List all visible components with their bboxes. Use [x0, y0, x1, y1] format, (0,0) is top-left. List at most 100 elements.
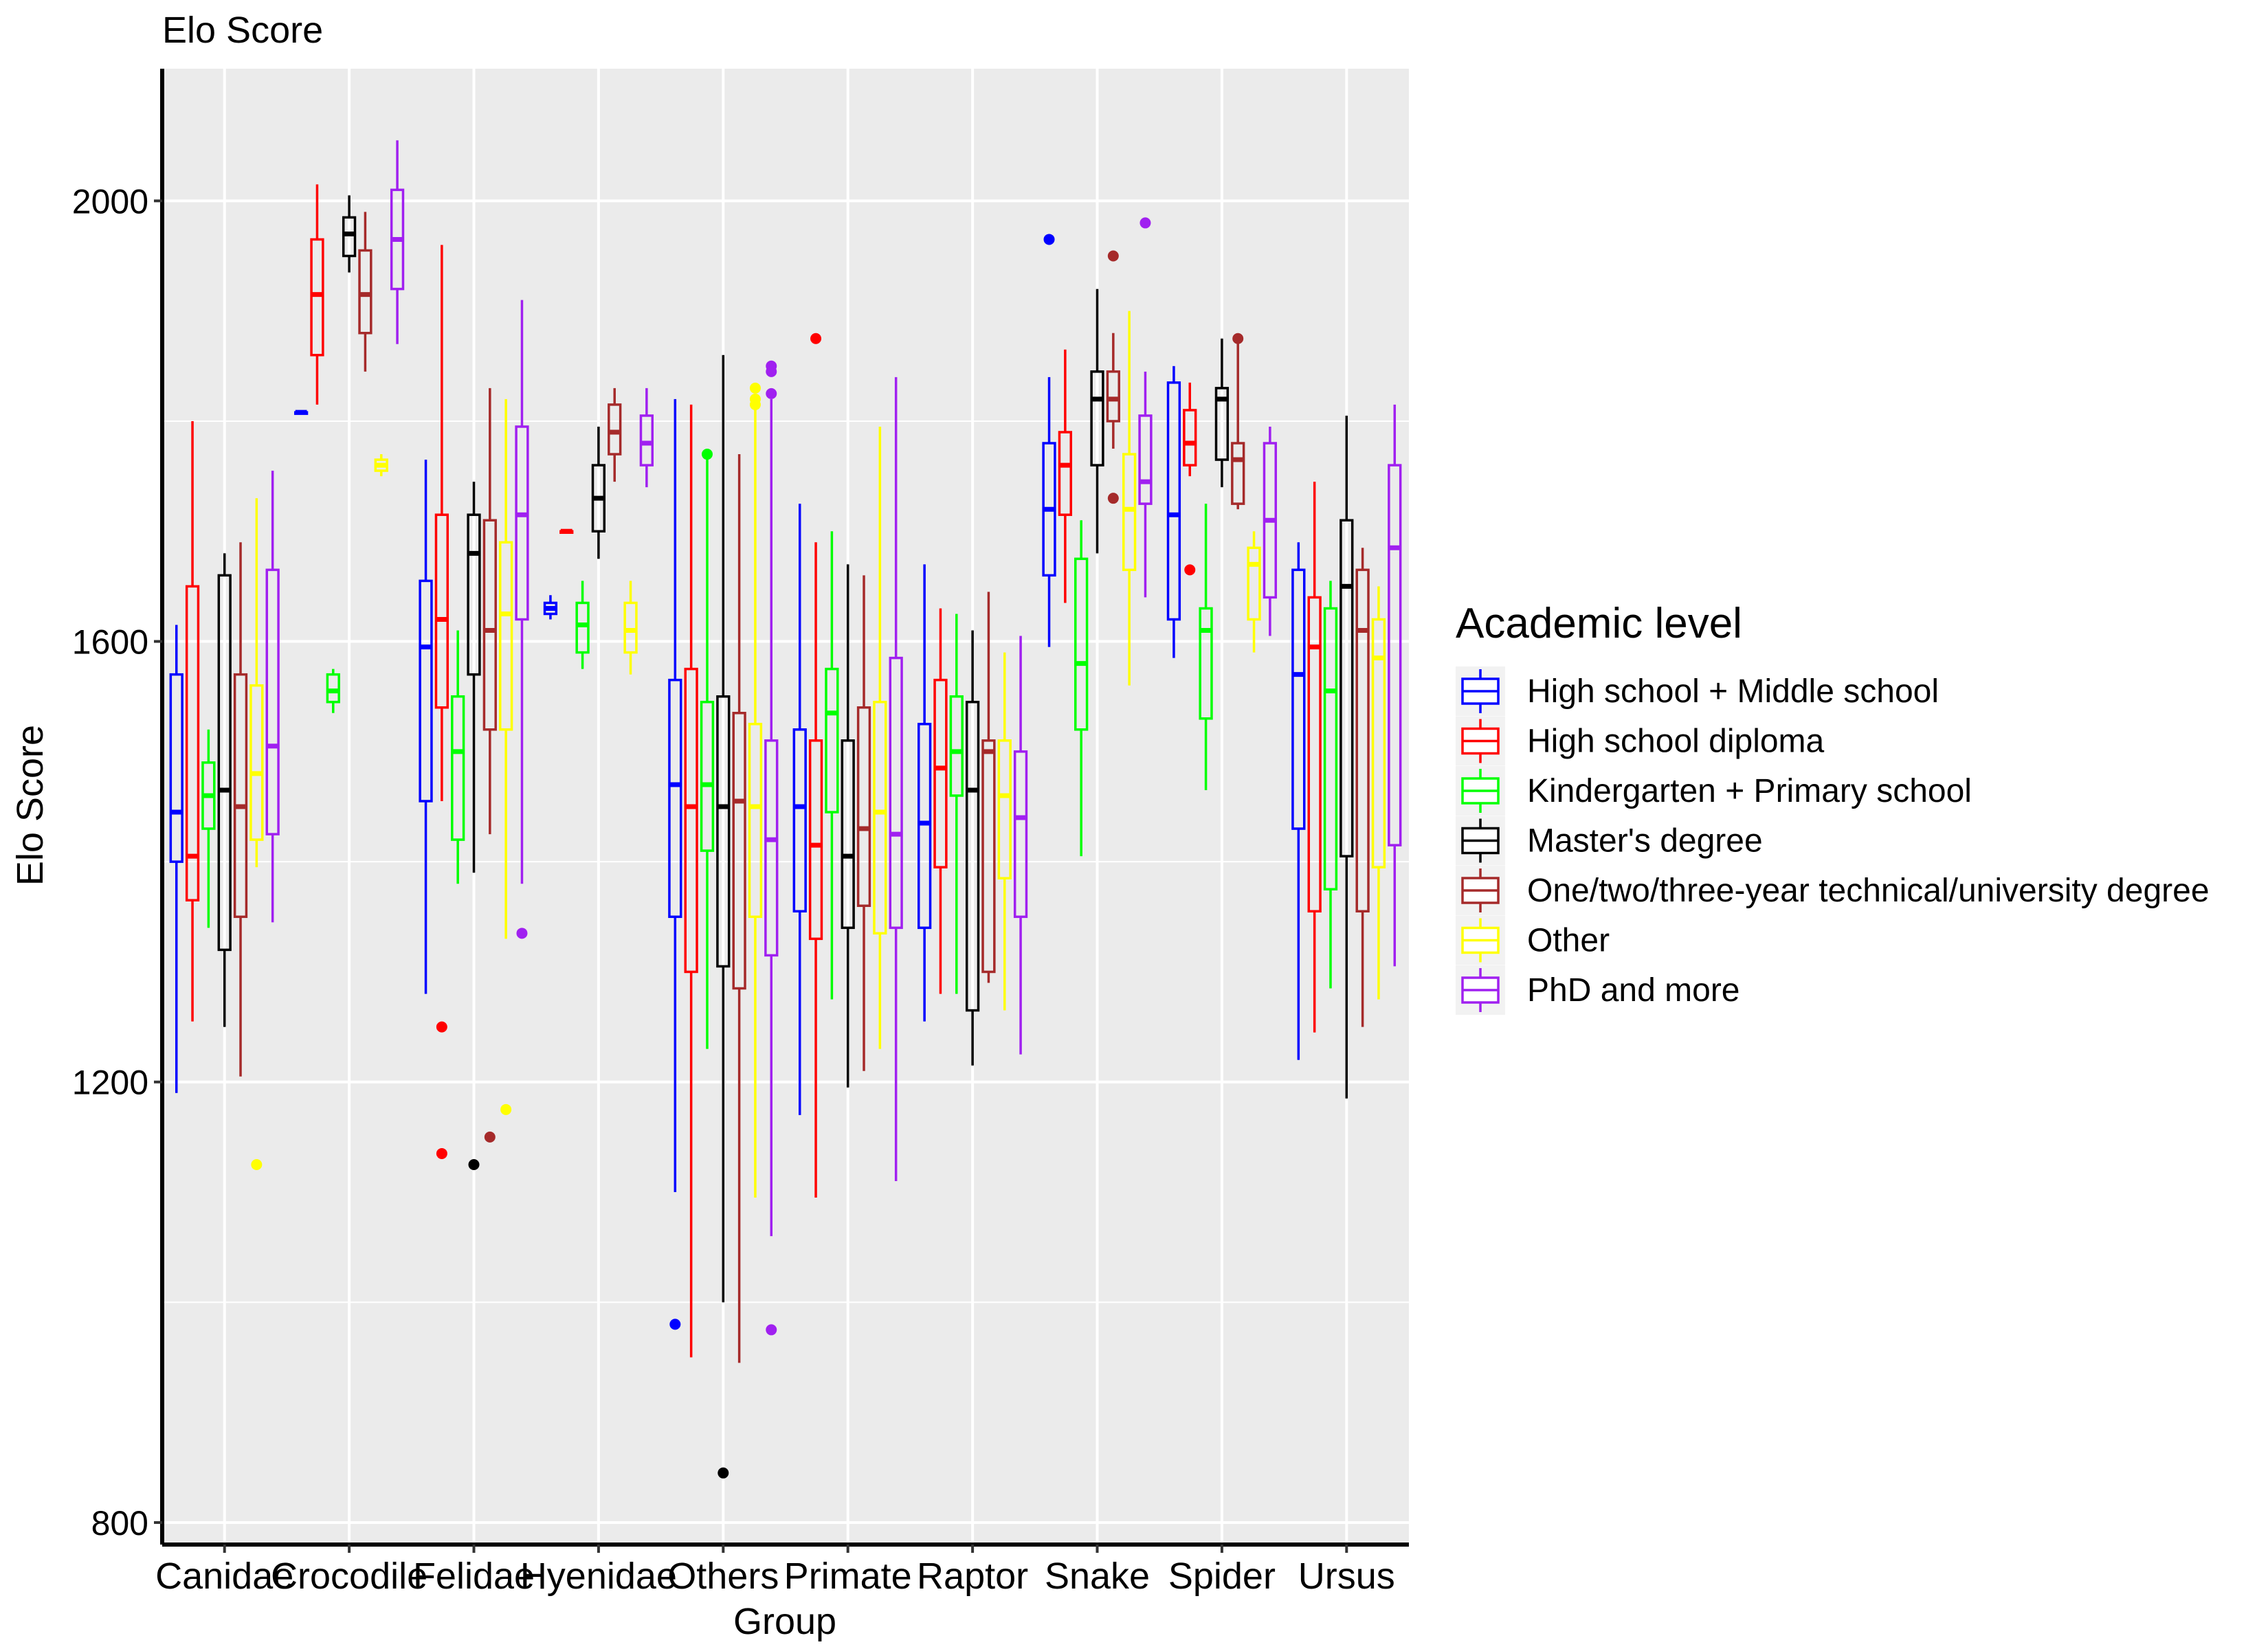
box-canidae-0	[169, 625, 184, 1093]
y-tick-label: 1600	[72, 623, 148, 662]
box-primate-6	[889, 377, 903, 1182]
box-iqr	[1388, 464, 1402, 846]
box-iqr	[1307, 596, 1322, 913]
box-iqr	[185, 585, 200, 902]
box-iqr	[434, 513, 449, 709]
box-iqr	[342, 216, 357, 258]
legend-item: PhD and more	[1456, 965, 1740, 1015]
box-iqr	[467, 513, 481, 676]
box-felidae-2	[451, 630, 465, 884]
box-iqr	[1339, 519, 1354, 857]
box-iqr	[716, 695, 731, 968]
box-snake-0	[1042, 234, 1056, 647]
legend-title: Academic level	[1456, 600, 1742, 647]
box-iqr	[498, 541, 513, 731]
outlier-point	[766, 388, 777, 399]
box-felidae-6	[515, 300, 529, 939]
box-iqr	[1166, 381, 1181, 621]
box-crocodile-2	[326, 669, 340, 713]
legend-item: High school + Middle school	[1456, 666, 1939, 716]
box-iqr	[358, 249, 373, 335]
box-iqr	[265, 568, 280, 835]
x-tick-label: Crocodile	[271, 1556, 427, 1597]
box-spider-4	[1231, 333, 1245, 510]
outlier-point	[436, 1021, 447, 1033]
box-iqr	[1122, 453, 1137, 572]
x-tick-label: Spider	[1168, 1556, 1276, 1597]
box-iqr	[792, 728, 807, 913]
box-iqr	[1199, 607, 1213, 720]
box-canidae-6	[265, 471, 280, 923]
outlier-point	[669, 1319, 681, 1330]
legend-item: Master's degree	[1456, 816, 1763, 866]
box-crocodile-3	[342, 195, 357, 273]
box-others-3	[716, 355, 731, 1479]
box-iqr	[997, 739, 1012, 879]
box-iqr	[732, 711, 746, 990]
legend-label: Other	[1527, 923, 1610, 959]
box-iqr	[575, 601, 590, 654]
box-ursus-6	[1388, 404, 1402, 967]
outlier-point	[251, 1158, 263, 1170]
box-iqr	[1355, 568, 1370, 913]
box-spider-3	[1214, 338, 1230, 488]
box-hyenidae-3	[591, 426, 606, 559]
box-iqr	[1247, 546, 1261, 621]
box-spider-5	[1247, 531, 1261, 653]
box-iqr	[1074, 557, 1089, 731]
box-iqr	[608, 403, 622, 456]
box-others-0	[668, 399, 682, 1330]
box-primate-4	[856, 575, 871, 1071]
box-iqr	[1106, 370, 1120, 423]
box-iqr	[233, 673, 248, 919]
box-snake-1	[1058, 349, 1073, 603]
box-spider-0	[1166, 366, 1181, 658]
legend-item: One/two/three-year technical/university …	[1456, 866, 2210, 915]
box-iqr	[764, 739, 779, 957]
box-primate-3	[841, 564, 855, 1088]
legend-label: Master's degree	[1527, 823, 1763, 860]
box-ursus-4	[1355, 548, 1370, 1027]
x-tick-label: Snake	[1045, 1556, 1150, 1597]
box-crocodile-4	[358, 212, 373, 372]
box-ursus-5	[1371, 586, 1386, 1000]
x-tick-label: Hyenidae	[520, 1556, 677, 1597]
box-iqr	[684, 667, 698, 974]
box-iqr	[1371, 618, 1386, 868]
legend-item: Other	[1456, 915, 1610, 965]
box-spider-6	[1263, 426, 1278, 636]
x-tick-label: Raptor	[917, 1556, 1028, 1597]
outlier-point	[468, 1158, 480, 1170]
box-snake-4	[1106, 250, 1120, 504]
box-iqr	[249, 684, 264, 841]
box-iqr	[482, 519, 497, 731]
y-tick-label: 1200	[72, 1064, 148, 1102]
box-raptor-4	[981, 592, 996, 983]
box-iqr	[169, 673, 184, 863]
plot-panel: 800 1200 1600 2000 CanidaeCrocodileFelidaeHy…	[72, 69, 1409, 1597]
box-iqr	[933, 678, 948, 868]
legend-label: High school diploma	[1527, 723, 1825, 760]
box-iqr	[1090, 370, 1104, 467]
box-canidae-2	[201, 729, 216, 928]
box-crocodile-5	[374, 454, 388, 477]
x-tick-label: Felidae	[413, 1556, 535, 1597]
chart-title: Elo Score	[162, 10, 323, 51]
box-hyenidae-6	[639, 388, 654, 488]
box-felidae-1	[434, 245, 449, 1159]
box-hyenidae-4	[608, 388, 622, 482]
box-others-6	[764, 360, 779, 1336]
outlier-point	[516, 928, 528, 939]
box-primate-5	[873, 426, 887, 1049]
box-iqr	[981, 739, 996, 974]
box-spider-1	[1183, 382, 1197, 576]
legend-label: Kindergarten + Primary school	[1527, 773, 1972, 809]
x-tick-label: Ursus	[1298, 1556, 1395, 1597]
box-crocodile-1	[310, 184, 324, 405]
legend: High school + Middle school High school d…	[1456, 666, 2210, 1015]
box-iqr	[808, 739, 823, 941]
outlier-point	[1107, 493, 1119, 504]
box-iqr	[873, 700, 887, 935]
box-raptor-6	[1013, 636, 1028, 1055]
